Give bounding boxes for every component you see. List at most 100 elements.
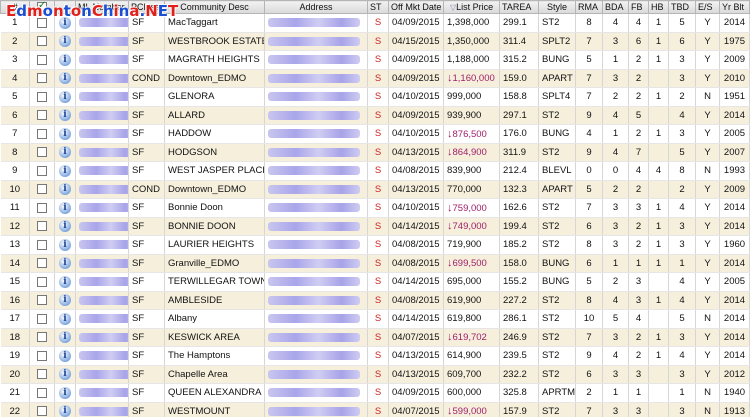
row-info-cell[interactable]: i: [54, 50, 76, 70]
info-icon[interactable]: i: [59, 201, 71, 214]
col-header-style[interactable]: Style: [538, 0, 576, 14]
row-select-cell[interactable]: [29, 309, 55, 329]
row-select-cell[interactable]: [29, 180, 55, 199]
row-select-cell[interactable]: [29, 143, 55, 162]
row-checkbox[interactable]: [37, 73, 47, 84]
row-checkbox[interactable]: [37, 91, 47, 102]
row-info-cell[interactable]: i: [54, 124, 76, 144]
table-row[interactable]: 2 i SF WESTBROOK ESTATE S 04/15/2015 1,350,000…: [0, 32, 750, 51]
row-select-cell[interactable]: [29, 87, 55, 107]
row-select-cell[interactable]: [29, 69, 55, 88]
row-checkbox[interactable]: [37, 184, 47, 195]
row-info-cell[interactable]: i: [54, 272, 76, 292]
row-select-cell[interactable]: [29, 13, 55, 33]
row-select-cell[interactable]: [29, 328, 55, 347]
table-row[interactable]: 14 i SF Granville_EDMO S 04/08/2015 ↓699,500 15…: [0, 254, 750, 273]
info-icon[interactable]: i: [59, 16, 71, 29]
row-checkbox[interactable]: [37, 202, 47, 213]
table-row[interactable]: 8 i SF HODGSON S 04/13/2015 ↓864,900 311.9 ST2 9 4…: [0, 143, 750, 162]
row-checkbox[interactable]: [37, 36, 47, 47]
row-info-cell[interactable]: i: [54, 309, 76, 329]
info-icon[interactable]: i: [59, 405, 71, 417]
info-icon[interactable]: i: [59, 72, 71, 85]
row-select-cell[interactable]: [29, 254, 55, 273]
row-select-cell[interactable]: [29, 50, 55, 70]
col-header-off-mkt-date[interactable]: Off Mkt Date: [388, 0, 444, 14]
row-select-cell[interactable]: [29, 346, 55, 366]
row-checkbox[interactable]: [37, 221, 47, 232]
table-row[interactable]: 1 i SF MacTaggart S 04/09/2015 1,398,000 299.1 S…: [0, 13, 750, 33]
info-icon[interactable]: i: [59, 386, 71, 399]
col-header-list-price[interactable]: ▽List Price: [443, 0, 500, 14]
row-select-cell[interactable]: [29, 235, 55, 255]
table-row[interactable]: 7 i SF HADDOW S 04/10/2015 ↓876,500 176.0 BUNG 4 1…: [0, 124, 750, 144]
row-select-cell[interactable]: [29, 161, 55, 181]
row-info-cell[interactable]: i: [54, 328, 76, 347]
col-header-fb[interactable]: FB: [628, 0, 649, 14]
row-checkbox[interactable]: [37, 17, 47, 28]
row-info-cell[interactable]: i: [54, 365, 76, 384]
row-checkbox[interactable]: [37, 387, 47, 398]
row-checkbox[interactable]: [37, 165, 47, 176]
row-info-cell[interactable]: i: [54, 13, 76, 33]
row-checkbox[interactable]: [37, 147, 47, 158]
row-checkbox[interactable]: [37, 258, 47, 269]
info-icon[interactable]: i: [59, 220, 71, 233]
info-icon[interactable]: i: [59, 53, 71, 66]
row-checkbox[interactable]: [37, 110, 47, 121]
row-info-cell[interactable]: i: [54, 180, 76, 199]
col-header-rma[interactable]: RMA: [575, 0, 603, 14]
row-select-cell[interactable]: [29, 291, 55, 310]
info-icon[interactable]: i: [59, 183, 71, 196]
table-row[interactable]: 18 i SF KESWICK AREA S 04/07/2015 ↓619,702 246.…: [0, 328, 750, 347]
col-header-yr-blt[interactable]: Yr Blt: [719, 0, 750, 14]
col-header-tbd[interactable]: TBD: [668, 0, 696, 14]
row-info-cell[interactable]: i: [54, 161, 76, 181]
info-icon[interactable]: i: [59, 331, 71, 344]
row-select-cell[interactable]: [29, 402, 55, 417]
info-icon[interactable]: i: [59, 238, 71, 251]
row-checkbox[interactable]: [37, 295, 47, 306]
col-header-address[interactable]: Address: [264, 0, 368, 14]
row-info-cell[interactable]: i: [54, 254, 76, 273]
row-checkbox[interactable]: [37, 313, 47, 324]
table-row[interactable]: 6 i SF ALLARD S 04/09/2015 939,900 297.1 ST2 9 4 5 4…: [0, 106, 750, 125]
row-checkbox[interactable]: [37, 276, 47, 287]
info-icon[interactable]: i: [59, 127, 71, 140]
info-icon[interactable]: i: [59, 257, 71, 270]
row-checkbox[interactable]: [37, 406, 47, 417]
row-info-cell[interactable]: i: [54, 346, 76, 366]
info-icon[interactable]: i: [59, 35, 71, 48]
info-icon[interactable]: i: [59, 146, 71, 159]
info-icon[interactable]: i: [59, 312, 71, 325]
col-header-st[interactable]: ST: [367, 0, 389, 14]
row-select-cell[interactable]: [29, 272, 55, 292]
info-icon[interactable]: i: [59, 368, 71, 381]
row-select-cell[interactable]: [29, 217, 55, 236]
select-all-checkbox[interactable]: [37, 2, 47, 13]
table-row[interactable]: 4 i COND Downtown_EDMO S 04/09/2015 ↓1,160,000…: [0, 69, 750, 88]
row-select-cell[interactable]: [29, 365, 55, 384]
info-icon[interactable]: i: [59, 90, 71, 103]
row-info-cell[interactable]: i: [54, 32, 76, 51]
row-select-cell[interactable]: [29, 383, 55, 403]
col-header-bda[interactable]: BDA: [602, 0, 629, 14]
col-header-hb[interactable]: HB: [648, 0, 669, 14]
row-info-cell[interactable]: i: [54, 87, 76, 107]
row-select-cell[interactable]: [29, 106, 55, 125]
table-row[interactable]: 13 i SF LAURIER HEIGHTS S 04/08/2015 719,900 18…: [0, 235, 750, 255]
col-header-select-all[interactable]: [29, 0, 55, 14]
row-info-cell[interactable]: i: [54, 106, 76, 125]
row-info-cell[interactable]: i: [54, 291, 76, 310]
row-checkbox[interactable]: [37, 54, 47, 65]
row-info-cell[interactable]: i: [54, 217, 76, 236]
row-info-cell[interactable]: i: [54, 69, 76, 88]
table-row[interactable]: 10 i COND Downtown_EDMO S 04/13/2015 770,000 13…: [0, 180, 750, 199]
row-info-cell[interactable]: i: [54, 143, 76, 162]
row-checkbox[interactable]: [37, 332, 47, 343]
row-checkbox[interactable]: [37, 128, 47, 139]
row-checkbox[interactable]: [37, 350, 47, 361]
table-row[interactable]: 11 i SF Bonnie Doon S 04/10/2015 ↓759,000 162.6…: [0, 198, 750, 218]
table-row[interactable]: 21 i SF QUEEN ALEXANDRA S 04/09/2015 600,000 32…: [0, 383, 750, 403]
row-info-cell[interactable]: i: [54, 383, 76, 403]
